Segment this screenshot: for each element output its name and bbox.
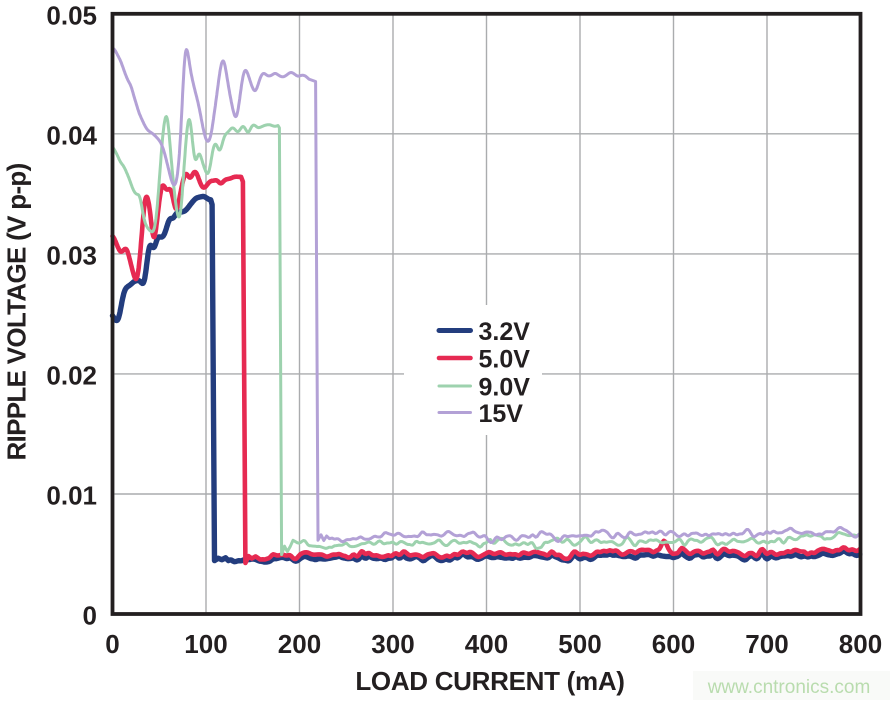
svg-text:0.03: 0.03 [46,240,97,270]
svg-text:0: 0 [105,629,119,659]
svg-text:0.01: 0.01 [46,481,97,511]
svg-text:0.02: 0.02 [46,360,97,390]
svg-text:RIPPLE VOLTAGE (V p-p): RIPPLE VOLTAGE (V p-p) [2,163,32,460]
svg-text:300: 300 [371,629,414,659]
svg-text:15V: 15V [479,400,524,428]
svg-text:9.0V: 9.0V [479,374,531,402]
svg-text:www.cntronics.com: www.cntronics.com [707,677,871,698]
svg-text:3.2V: 3.2V [479,318,531,346]
svg-text:0.04: 0.04 [46,120,97,150]
svg-text:5.0V: 5.0V [479,346,531,374]
svg-text:500: 500 [558,629,601,659]
svg-text:100: 100 [184,629,227,659]
svg-text:0: 0 [83,601,97,631]
svg-text:400: 400 [465,629,508,659]
svg-text:600: 600 [652,629,695,659]
svg-text:0.05: 0.05 [46,0,97,30]
svg-text:700: 700 [745,629,788,659]
svg-text:200: 200 [278,629,321,659]
svg-text:800: 800 [839,629,882,659]
svg-text:LOAD CURRENT (mA): LOAD CURRENT (mA) [355,666,624,696]
